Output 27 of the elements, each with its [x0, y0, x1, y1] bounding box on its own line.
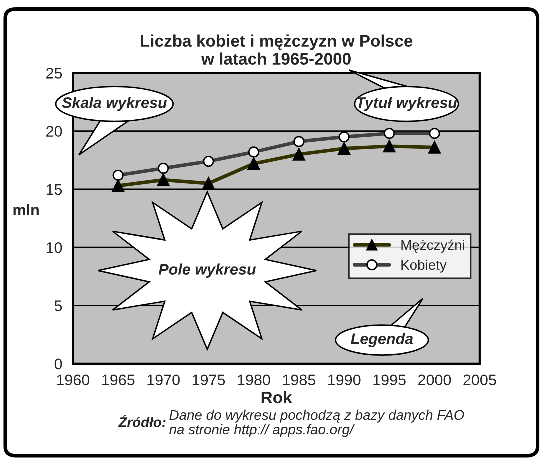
- x-tick-label: 1965: [102, 374, 135, 386]
- text: Dane do wykresu pochodzą z bazy danych FAO na stronie http:// apps.fao.org/: [169, 410, 464, 438]
- y-tick-label: 20: [46, 126, 62, 137]
- x-tick-label: 2000: [418, 374, 452, 386]
- y-axis-title: mln: [14, 204, 39, 216]
- annotation: Legenda: [351, 333, 414, 348]
- annotation: Tytuł wykresu: [357, 97, 458, 112]
- x-tick-label: 1985: [283, 374, 316, 386]
- x-tick-label: 1975: [192, 374, 226, 386]
- legend-label: Mężczyźni: [402, 240, 464, 253]
- y-tick-label: 25: [46, 68, 62, 79]
- legend-label: Kobiety: [402, 260, 447, 273]
- y-tick-label: 10: [46, 242, 62, 254]
- x-tick-label: 1960: [57, 374, 90, 386]
- annotation: Pole wykresu: [158, 264, 256, 278]
- annotation: Skala wykresu: [62, 97, 168, 112]
- y-tick-label: 5: [54, 300, 62, 312]
- x-tick-label: 1980: [238, 374, 270, 386]
- x-tick-label: 1970: [148, 374, 180, 386]
- y-tick-label: 15: [46, 184, 62, 196]
- x-tick-label: 2005: [464, 374, 496, 386]
- x-axis-title: Rok: [262, 391, 292, 404]
- chart-title: Liczba kobiet i mężczyzn w Polsce w latach 1965-2000: [141, 34, 413, 65]
- x-tick-label: 1990: [328, 374, 361, 386]
- y-tick-label: 0: [54, 358, 62, 370]
- text: Źródło:: [118, 414, 166, 428]
- x-tick-label: 1995: [374, 374, 406, 386]
